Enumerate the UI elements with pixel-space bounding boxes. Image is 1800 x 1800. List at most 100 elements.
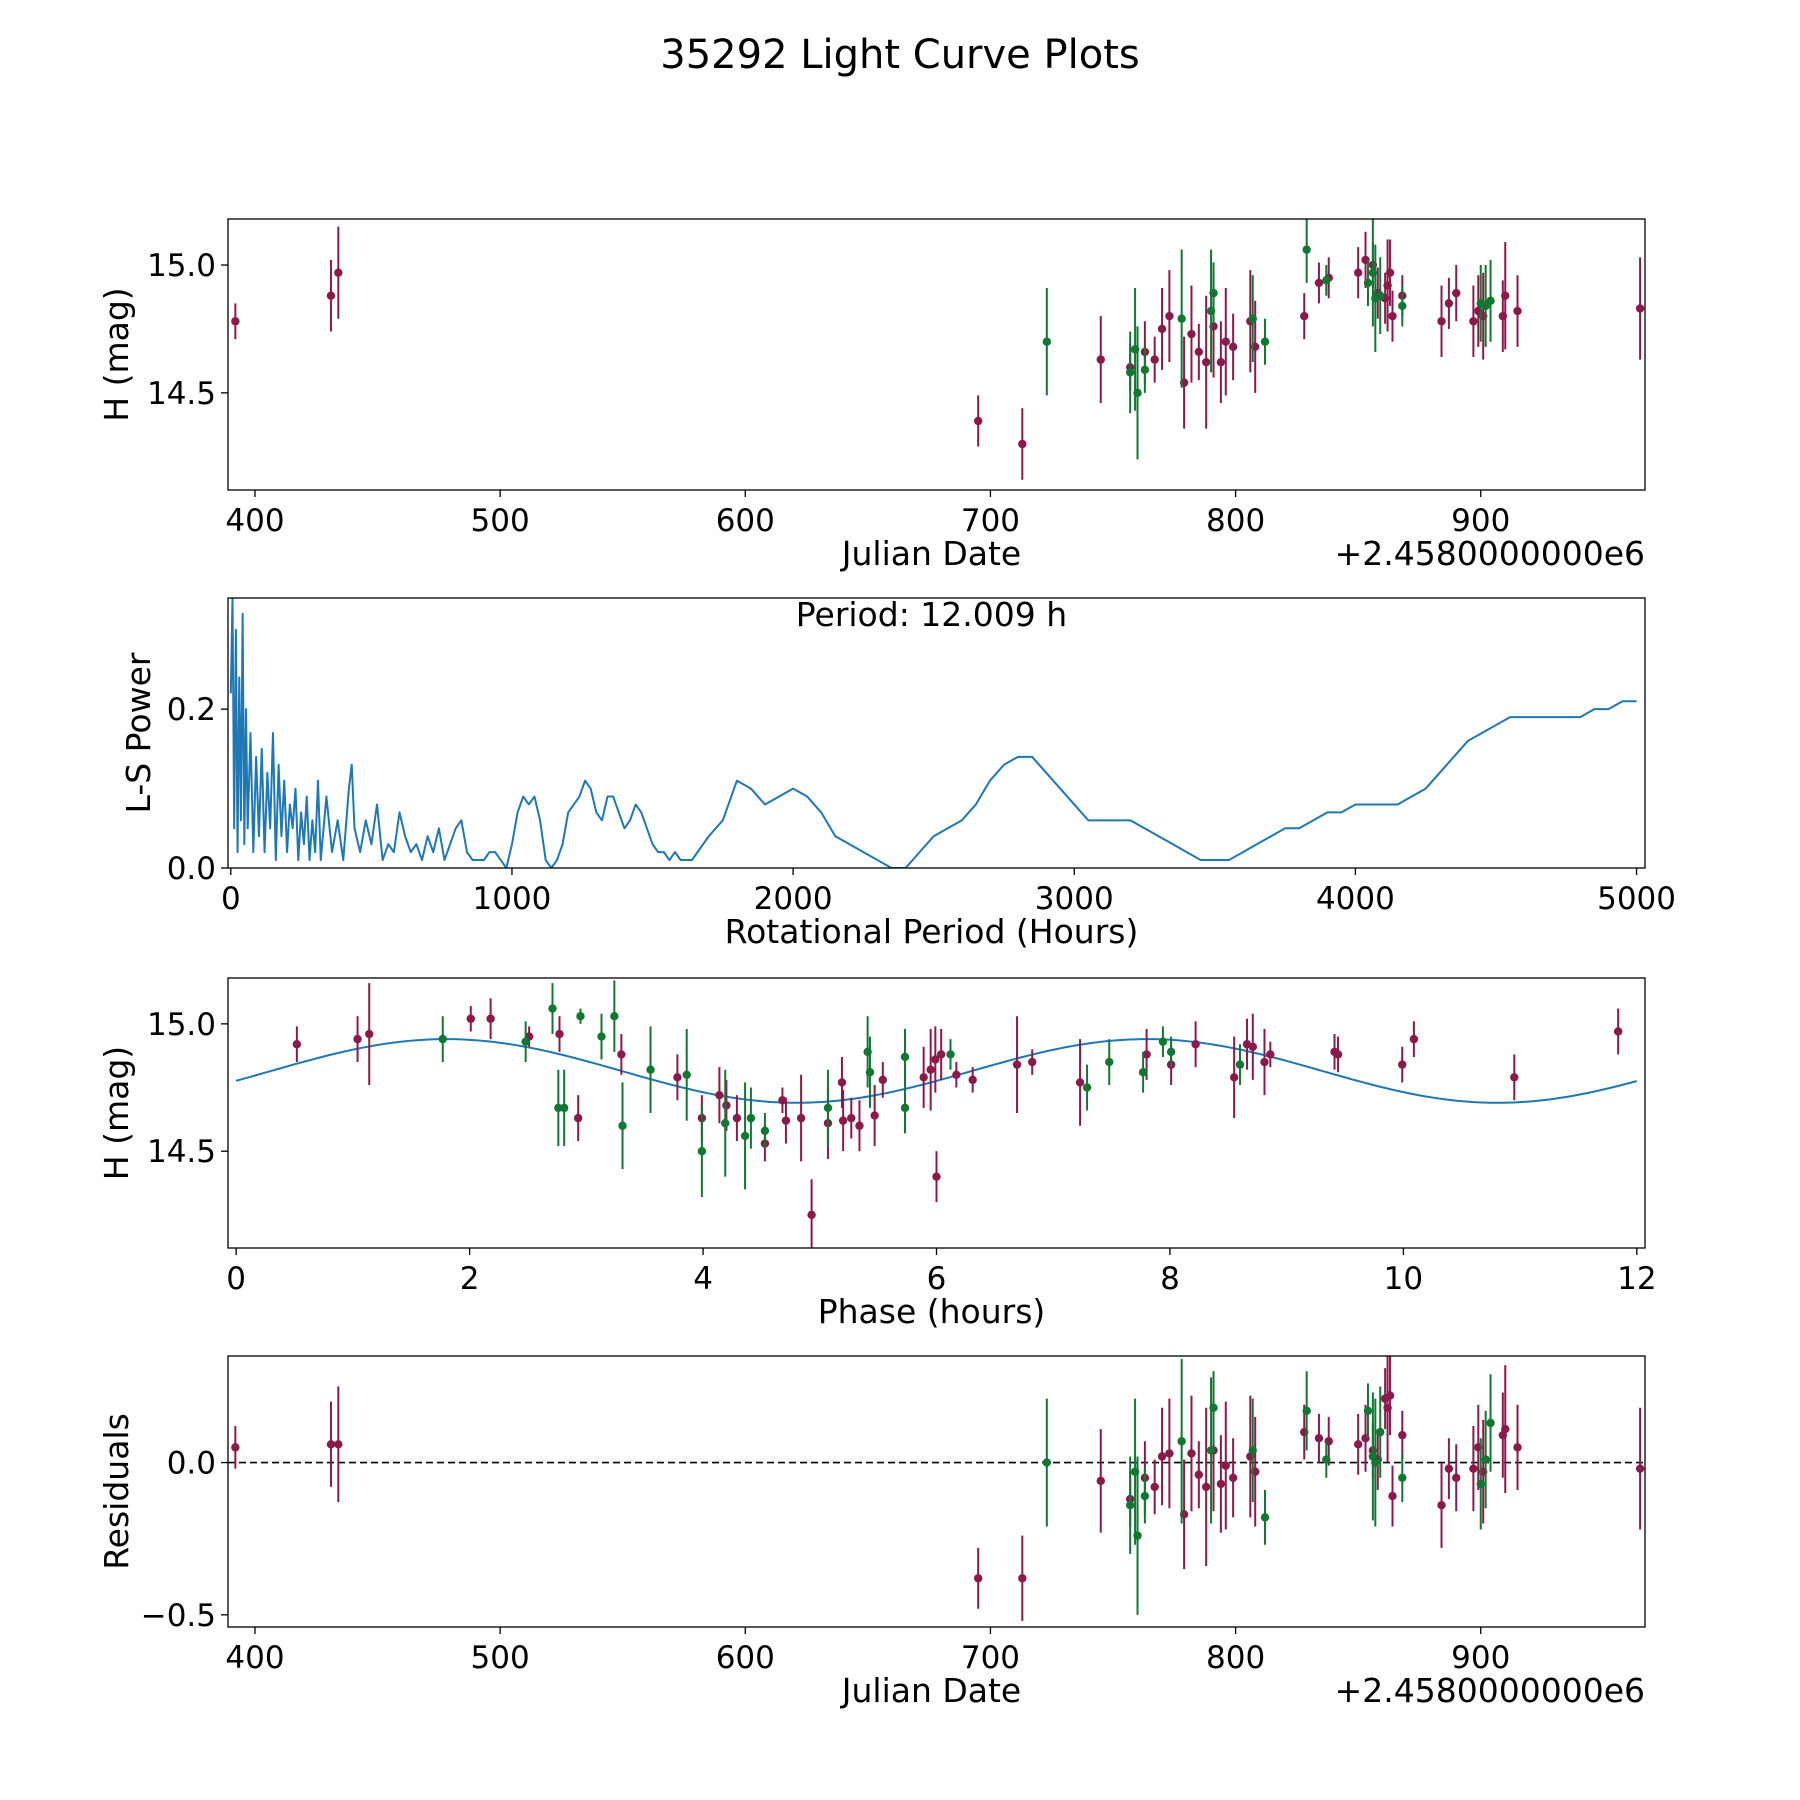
purple-data-point <box>1513 1404 1522 1490</box>
data-marker <box>673 1073 682 1082</box>
data-marker <box>1082 1083 1092 1092</box>
purple-data-point <box>1388 1465 1397 1527</box>
green-data-point <box>576 1008 585 1024</box>
purple-data-point <box>1201 295 1211 429</box>
data-marker <box>838 1116 848 1125</box>
y-tick-label: 0.0 <box>167 851 216 887</box>
data-marker <box>1409 1034 1419 1044</box>
purple-data-point <box>936 1028 946 1080</box>
data-marker <box>554 1103 563 1113</box>
data-marker <box>573 1113 583 1123</box>
purple-data-point <box>1150 336 1159 383</box>
data-marker <box>1469 317 1478 326</box>
green-data-point <box>865 1036 875 1108</box>
data-marker <box>1191 1040 1200 1049</box>
purple-data-point <box>1248 1013 1258 1080</box>
purple-data-point <box>1501 242 1510 350</box>
purple-data-point <box>1469 1426 1478 1512</box>
data-marker <box>1333 1050 1343 1059</box>
data-marker <box>1388 311 1397 321</box>
data-marker <box>1266 1050 1275 1059</box>
purple-data-point <box>919 1046 928 1108</box>
data-marker <box>1165 311 1174 321</box>
purple-data-point <box>1385 239 1395 306</box>
purple-data-point <box>1469 285 1478 358</box>
green-data-point <box>721 1069 730 1177</box>
purple-data-point <box>1398 1046 1407 1083</box>
data-marker <box>1166 1047 1176 1057</box>
data-marker <box>796 1113 806 1123</box>
x-tick-label: 500 <box>471 1640 530 1676</box>
green-data-point <box>1140 346 1150 393</box>
data-marker <box>870 1111 879 1120</box>
x-tick-label: 700 <box>961 1640 1020 1676</box>
purple-data-point <box>1452 1444 1461 1512</box>
data-marker <box>1187 1449 1196 1458</box>
x-tick-label: 700 <box>961 503 1020 539</box>
green-data-point <box>559 1069 569 1147</box>
purple-data-point <box>1613 1008 1623 1055</box>
green-data-point <box>746 1087 756 1149</box>
data-marker <box>1096 355 1105 364</box>
green-data-point <box>1376 257 1385 335</box>
data-marker <box>1177 314 1186 323</box>
period-annotation: Period: 12.009 h <box>796 595 1067 634</box>
data-marker <box>1133 388 1142 398</box>
purple-data-point <box>715 1067 724 1124</box>
green-data-point <box>646 1026 655 1113</box>
data-marker <box>722 1101 731 1110</box>
purple-data-point <box>931 1026 940 1093</box>
data-marker <box>932 1172 941 1181</box>
light-curve-x-offset: +2.4580000000e6 <box>1335 534 1645 573</box>
data-marker <box>1398 1473 1407 1482</box>
data-marker <box>1165 1449 1174 1458</box>
purple-data-point <box>353 1016 362 1063</box>
purple-data-point <box>673 1054 682 1101</box>
purple-data-point <box>1385 1356 1395 1436</box>
purple-data-point <box>1216 1435 1226 1533</box>
green-data-point <box>1376 1386 1385 1478</box>
data-marker <box>1150 1482 1159 1492</box>
data-marker <box>610 1012 619 1021</box>
data-marker <box>486 1014 495 1023</box>
green-data-point <box>946 1039 955 1070</box>
y-tick-label: 0.0 <box>167 1446 216 1482</box>
residuals-marks <box>228 1356 1645 1621</box>
data-marker <box>1302 1406 1311 1416</box>
data-marker <box>1209 288 1218 298</box>
data-marker <box>1486 296 1495 306</box>
data-marker <box>1157 324 1167 334</box>
data-marker <box>1635 1464 1645 1473</box>
green-data-point <box>1486 259 1495 342</box>
purple-data-point <box>870 1084 879 1147</box>
residuals-x-offset: +2.4580000000e6 <box>1335 1671 1645 1710</box>
purple-data-point <box>1165 1398 1174 1509</box>
green-data-point <box>1133 326 1142 460</box>
data-marker <box>231 317 240 326</box>
purple-data-point <box>1018 408 1027 480</box>
data-marker <box>778 1096 787 1105</box>
green-data-point <box>740 1082 750 1190</box>
green-data-point <box>1140 1468 1150 1524</box>
periodogram-marks <box>229 598 1637 868</box>
data-marker <box>1018 439 1027 449</box>
purple-data-point <box>1444 1438 1454 1500</box>
data-marker <box>900 1103 910 1113</box>
purple-data-point <box>365 983 374 1085</box>
phase-marks <box>235 980 1638 1248</box>
data-marker <box>1260 1513 1270 1522</box>
data-marker <box>1105 1057 1114 1067</box>
green-data-point <box>1105 1039 1114 1085</box>
data-marker <box>1201 1482 1211 1492</box>
purple-data-point <box>1266 1041 1275 1068</box>
purple-data-point <box>973 1547 983 1609</box>
green-data-point <box>1363 259 1373 306</box>
data-marker <box>1353 268 1363 277</box>
green-data-point <box>682 1028 691 1121</box>
x-tick-label: 900 <box>1451 1640 1510 1676</box>
purple-data-point <box>1513 275 1522 347</box>
data-marker <box>1510 1073 1519 1082</box>
data-marker <box>1142 1050 1151 1059</box>
data-marker <box>1157 1452 1167 1461</box>
